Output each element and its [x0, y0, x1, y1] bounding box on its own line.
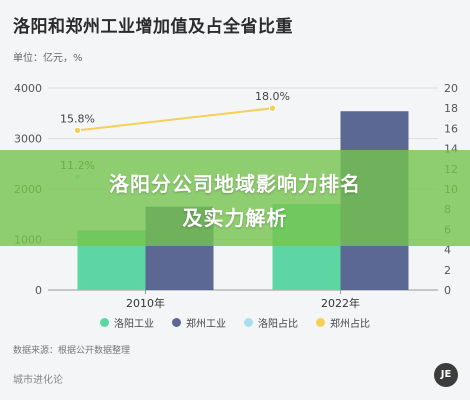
data-source-note: 数据来源：根据公开数据整理	[13, 346, 131, 356]
y-left-tick-label: 0	[35, 284, 42, 297]
legend-swatch	[316, 318, 325, 327]
y-right-tick-label: 2	[444, 264, 451, 277]
x-tick-label: 2022年	[321, 296, 360, 310]
y-left-tick-label: 3000	[14, 133, 42, 146]
y-left-tick-label: 4000	[14, 82, 42, 95]
y-right-tick-label: 20	[444, 82, 458, 95]
brand-name: 城市进化论	[13, 375, 63, 386]
series-line	[77, 107, 273, 132]
series-point	[268, 104, 277, 112]
legend-item-luoyang-share[interactable]: 洛阳占比	[244, 315, 298, 330]
legend-swatch	[172, 318, 181, 327]
chart-legend: 洛阳工业 郑州工业 洛阳占比 郑州占比	[0, 315, 470, 330]
y-right-tick-label: 16	[444, 122, 458, 135]
data-label: 18.0%	[255, 90, 290, 103]
series-point	[73, 126, 82, 135]
banner-title-line2: 及实力解析	[182, 206, 288, 230]
legend-label: 郑州占比	[330, 319, 370, 330]
unit-label: 单位：亿元，%	[13, 53, 83, 64]
legend-swatch	[100, 318, 109, 327]
banner-title-line1: 洛阳分公司地域影响力排名	[109, 172, 361, 196]
chart-title: 洛阳和郑州工业增加值及占全省比重	[13, 17, 293, 37]
legend-label: 洛阳工业	[114, 319, 154, 330]
legend-item-zhengzhou-share[interactable]: 郑州占比	[316, 315, 370, 330]
y-right-tick-label: 0	[444, 284, 451, 297]
legend-label: 郑州工业	[186, 319, 226, 330]
brand-logo-icon: JE	[434, 363, 458, 387]
x-tick-label: 2010年	[126, 296, 165, 310]
y-right-tick-label: 4	[444, 244, 451, 257]
legend-swatch	[244, 318, 253, 327]
y-right-tick-label: 18	[444, 102, 458, 115]
legend-item-zhengzhou-industry[interactable]: 郑州工业	[172, 315, 226, 330]
legend-item-luoyang-industry[interactable]: 洛阳工业	[100, 315, 154, 330]
legend-label: 洛阳占比	[258, 319, 298, 330]
data-label: 15.8%	[60, 112, 95, 125]
overlay-banner: 洛阳分公司地域影响力排名 及实力解析	[0, 150, 470, 246]
